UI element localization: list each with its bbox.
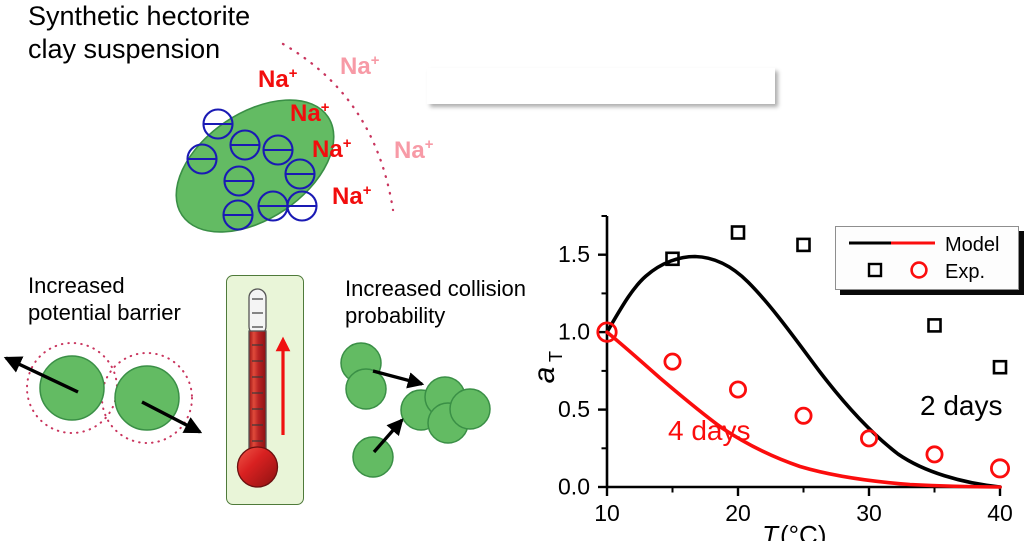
data-point-square xyxy=(927,318,942,333)
data-point-circle xyxy=(794,406,813,425)
counterion-label-na-condensed-1: Na+ xyxy=(258,66,298,93)
thermometer-bulb xyxy=(236,446,279,488)
legend-marker-square xyxy=(867,262,883,278)
minus-charge-icon xyxy=(202,108,234,140)
minus-charge-icon xyxy=(222,199,254,231)
exp-data-4-days xyxy=(596,321,1010,479)
caption-potential-barrier: Increased potential barrier xyxy=(28,273,181,325)
collision-probability-diagram xyxy=(340,342,491,478)
data-point-circle xyxy=(728,380,747,399)
thermometer-scale-ticks xyxy=(252,298,263,442)
particle-circle-right xyxy=(114,365,180,431)
thermometer-tube-empty xyxy=(248,288,267,336)
data-point-circle xyxy=(925,445,944,464)
minus-charge-icon xyxy=(286,190,318,222)
legend-label-exp: Exp. xyxy=(945,261,985,283)
cluster-particle-right xyxy=(449,388,491,430)
repulsion-arrow-right xyxy=(141,400,203,434)
y-tick-label-0: 0.0 xyxy=(558,474,590,500)
y-axis-title-symbol: a xyxy=(528,367,561,384)
x-tick-label-0: 10 xyxy=(594,500,620,526)
data-point-square xyxy=(796,237,811,253)
minus-charge-icon xyxy=(262,134,294,166)
potential-barrier-halo-right xyxy=(101,352,193,444)
free-particle-3 xyxy=(352,436,394,478)
data-point-circle xyxy=(989,458,1010,479)
chart-legend xyxy=(835,226,1019,290)
data-point-circle xyxy=(859,429,878,448)
legend-label-model: Model xyxy=(945,234,999,256)
model-curve-4-days xyxy=(605,330,1002,489)
counterion-label-na-condensed-2: Na+ xyxy=(290,100,330,127)
data-point-circle xyxy=(596,321,618,343)
counterion-label-na-condensed-3: Na+ xyxy=(312,136,352,163)
collision-arrow-2 xyxy=(372,418,404,454)
page-title: Synthetic hectorite clay suspension xyxy=(28,1,251,64)
counterion-label-na-free-2: Na+ xyxy=(394,137,434,164)
free-particle-2 xyxy=(345,368,387,410)
condensation-boundary-arc xyxy=(281,42,395,212)
y-minor-ticks xyxy=(601,215,607,450)
y-tick-label-2: 1.0 xyxy=(558,319,590,345)
clay-platelet-diagram xyxy=(175,99,335,233)
y-axis-title-subscript: T xyxy=(546,351,566,362)
caption-collision-probability: Increased collision probability xyxy=(345,276,526,328)
series-annotation-4-days: 4 days xyxy=(668,415,751,446)
x-major-ticks xyxy=(605,487,1002,496)
potential-barrier-diagram xyxy=(3,342,203,444)
repulsion-arrow-left xyxy=(3,356,79,394)
data-point-square xyxy=(730,225,746,240)
x-axis-title-unit: (°C) xyxy=(780,520,827,541)
collision-arrow-1 xyxy=(372,369,425,389)
y-tick-label-1: 0.5 xyxy=(558,396,590,422)
x-minor-ticks xyxy=(671,487,936,493)
counterion-label-na-free-1: Na+ xyxy=(340,53,380,80)
minus-charge-icon xyxy=(223,165,255,197)
negative-charge-group xyxy=(186,108,318,231)
y-tick-label-3: 1.5 xyxy=(558,241,590,267)
data-point-square xyxy=(992,359,1008,375)
x-tick-label-2: 30 xyxy=(856,500,882,526)
x-tick-label-3: 40 xyxy=(987,500,1013,526)
x-axis-title: T (°C) xyxy=(762,520,826,541)
banner-label: Counterions condensation xyxy=(471,73,731,98)
series-annotation-2-days: 2 days xyxy=(920,390,1003,421)
minus-charge-icon xyxy=(186,143,218,175)
y-axis-title: a T xyxy=(528,351,566,383)
legend-marker-circle xyxy=(910,261,928,279)
minus-charge-icon xyxy=(229,129,261,161)
shift-factor-chart: 0.0 0.5 1.0 1.5 10 20 30 40 T (°C) a T 2… xyxy=(528,215,1013,541)
data-point-square xyxy=(665,251,680,267)
x-axis-title-symbol: T xyxy=(762,520,780,541)
thermometer-diagram xyxy=(236,288,291,488)
clay-particle-ellipse xyxy=(175,99,335,233)
dotted-arc-path xyxy=(281,42,395,212)
model-curve-2-days xyxy=(605,254,1002,489)
chart-legend-content: Model Exp. xyxy=(849,234,999,283)
counterions-condensation-banner: Counterions condensation xyxy=(427,68,775,104)
counterion-label-na-condensed-4: Na+ xyxy=(332,183,372,210)
x-tick-label-1: 20 xyxy=(725,500,751,526)
minus-charge-icon xyxy=(284,158,316,190)
data-point-circle xyxy=(663,352,682,371)
